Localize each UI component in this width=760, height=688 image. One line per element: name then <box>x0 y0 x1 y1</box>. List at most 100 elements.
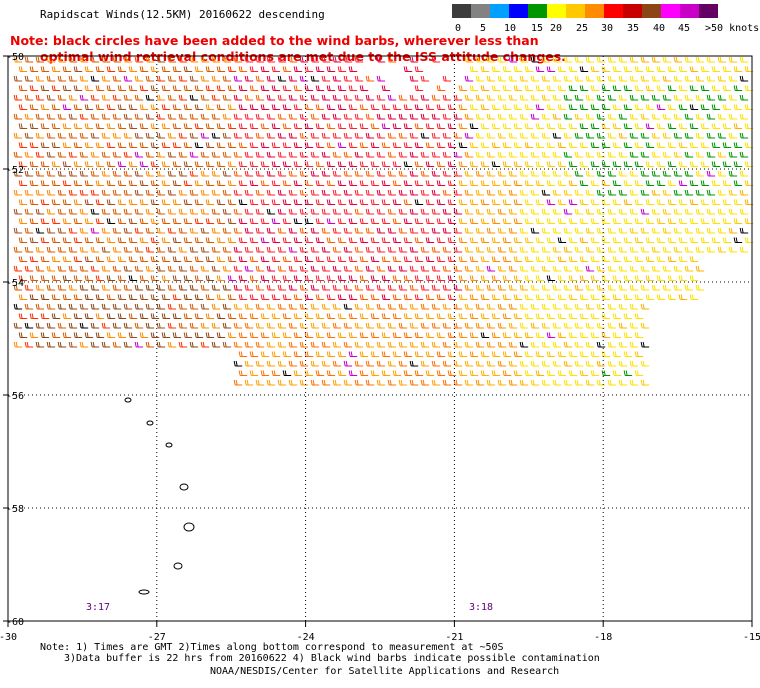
wind-barb <box>678 142 688 148</box>
wind-barb <box>200 56 210 63</box>
wind-barb <box>458 104 468 110</box>
lat-label: -54 <box>6 278 24 289</box>
wind-barb <box>24 189 34 196</box>
wind-barb <box>244 75 254 82</box>
wind-barb <box>678 180 688 186</box>
wind-barb <box>139 85 149 91</box>
wind-barb <box>282 351 292 357</box>
wind-barb <box>13 151 23 158</box>
wind-barb <box>590 180 600 186</box>
wind-barb <box>662 151 672 158</box>
wind-barb <box>310 379 320 386</box>
wind-barb <box>409 379 419 386</box>
wind-barb <box>354 132 364 139</box>
wind-barb <box>678 294 688 300</box>
wind-barb <box>90 322 100 329</box>
wind-barb <box>282 294 292 300</box>
wind-barb <box>722 66 732 72</box>
legend-swatch <box>452 4 471 18</box>
wind-barb <box>409 113 419 120</box>
wind-barb <box>244 132 254 139</box>
wind-barb <box>640 341 650 348</box>
wind-barb <box>172 275 182 281</box>
wind-barb <box>717 189 727 196</box>
wind-barb <box>189 227 199 234</box>
wind-barb <box>249 123 259 129</box>
wind-barb <box>35 246 45 253</box>
wind-barb <box>62 85 72 91</box>
wind-barb <box>266 170 276 177</box>
wind-barb <box>585 284 595 291</box>
wind-barb <box>150 66 160 72</box>
wind-barb <box>623 180 633 186</box>
wind-barb <box>40 85 50 91</box>
wind-barb <box>112 265 122 272</box>
wind-barb <box>563 303 573 310</box>
wind-barb <box>414 294 424 300</box>
wind-barb <box>321 132 331 139</box>
wind-barb <box>398 322 408 329</box>
wind-barb <box>607 360 617 367</box>
wind-barb <box>381 104 391 110</box>
wind-barb <box>194 275 204 281</box>
wind-barb <box>464 284 474 291</box>
wind-barb <box>271 294 281 300</box>
wind-barb <box>442 284 452 291</box>
wind-barb <box>24 151 34 158</box>
wind-barb <box>502 142 512 148</box>
wind-barb <box>458 161 468 167</box>
wind-barb <box>145 113 155 120</box>
wind-barb <box>607 227 617 234</box>
wind-barb <box>244 170 254 177</box>
wind-barb <box>711 180 721 186</box>
wind-barb <box>90 189 100 196</box>
wind-barb <box>409 265 419 272</box>
wind-barb <box>304 66 314 72</box>
wind-barb <box>216 123 226 129</box>
wind-barb <box>222 132 232 139</box>
wind-barb <box>519 56 529 63</box>
wind-barb <box>662 227 672 234</box>
wind-barb <box>62 332 72 338</box>
wind-barb <box>227 66 237 72</box>
wind-barb <box>172 237 182 243</box>
wind-barb <box>552 56 562 63</box>
wind-barb <box>585 208 595 215</box>
wind-barb <box>574 227 584 234</box>
wind-barb <box>172 142 182 148</box>
wind-barb <box>618 322 628 329</box>
wind-barb <box>370 370 380 376</box>
wind-barb <box>656 275 666 281</box>
wind-barb <box>656 237 666 243</box>
wind-barb <box>117 294 127 300</box>
wind-barb <box>337 66 347 72</box>
legend-label: 10 <box>504 23 517 34</box>
wind-barb <box>695 284 705 291</box>
wind-barb <box>431 208 441 215</box>
wind-barb <box>178 265 188 272</box>
wind-barb <box>634 66 644 72</box>
wind-barb <box>29 237 39 243</box>
wind-barb <box>84 332 94 338</box>
wind-barb <box>590 66 600 72</box>
wind-barb <box>486 360 496 367</box>
wind-barb <box>656 218 666 224</box>
wind-barb <box>326 161 336 167</box>
wind-barb <box>161 313 171 319</box>
wind-barb <box>260 294 270 300</box>
wind-barb <box>414 123 424 129</box>
wind-barb <box>233 265 243 272</box>
wind-barb <box>310 94 320 101</box>
wind-barb <box>634 294 644 300</box>
wind-barb <box>563 56 573 63</box>
wind-barb <box>167 151 177 158</box>
wind-barb <box>271 85 281 91</box>
wind-barb <box>585 94 595 101</box>
wind-barb <box>612 370 622 376</box>
wind-barb <box>403 123 413 129</box>
wind-barb <box>73 332 83 338</box>
wind-barb <box>343 170 353 177</box>
wind-barb <box>689 275 699 281</box>
wind-barb <box>249 370 259 376</box>
wind-barb <box>607 170 617 177</box>
